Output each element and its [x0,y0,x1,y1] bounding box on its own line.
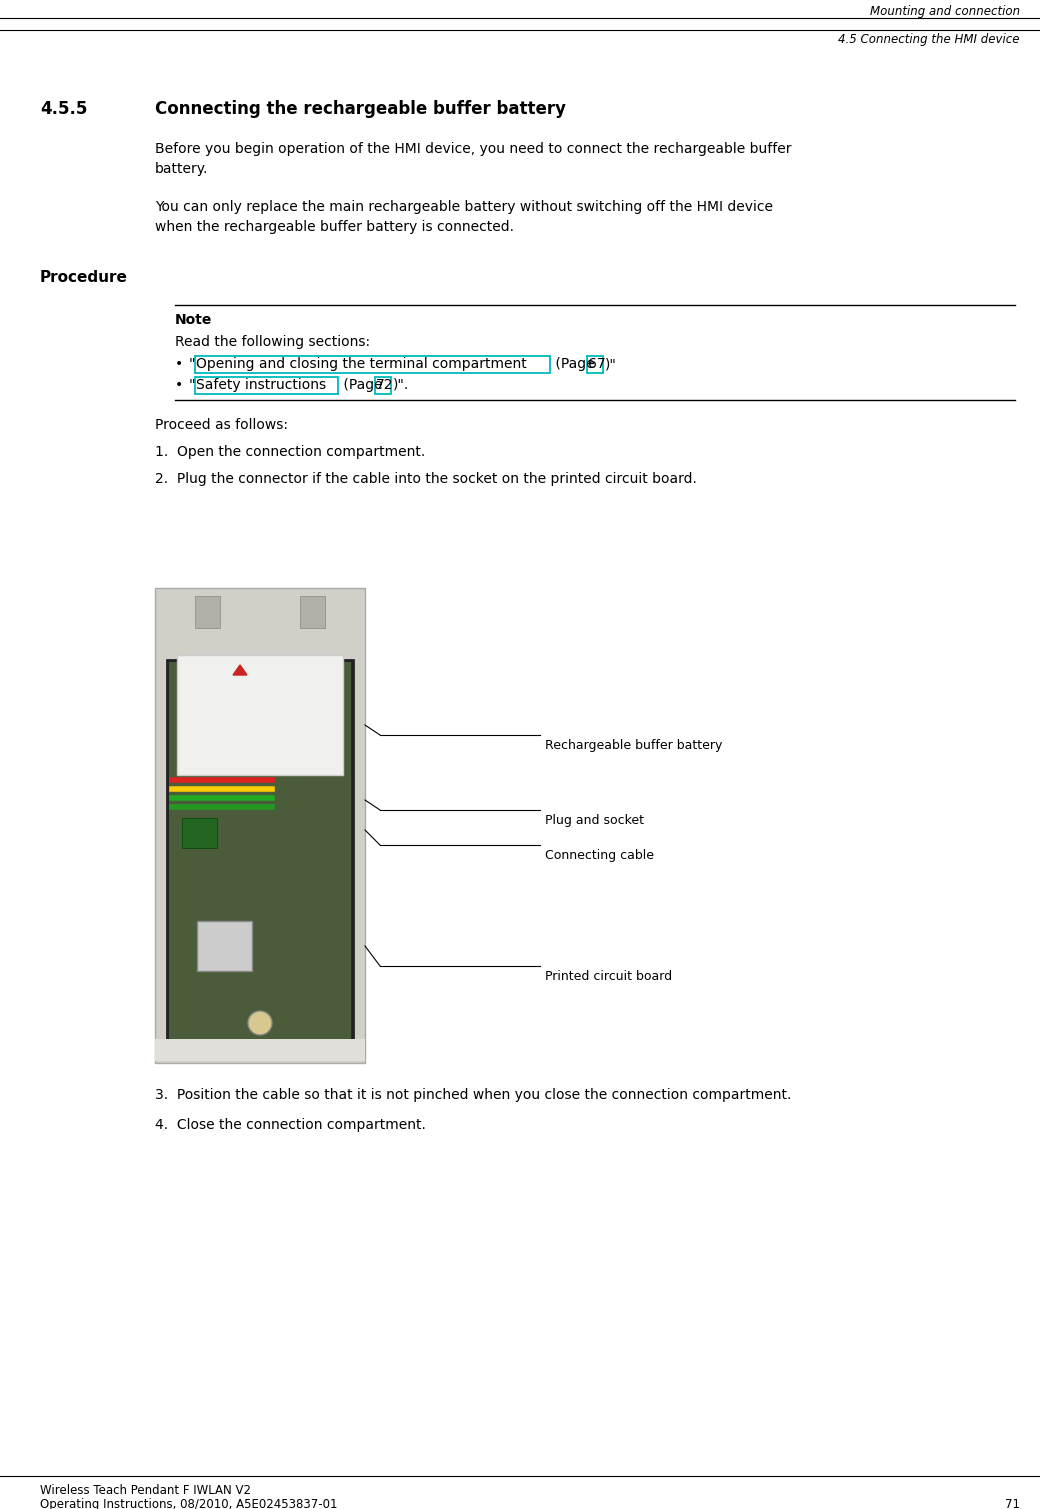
Bar [300,596,324,628]
Text: )": )" [605,358,617,371]
Text: )".: )". [393,377,410,392]
Text: Connecting the rechargeable buffer battery: Connecting the rechargeable buffer batte… [155,100,566,118]
Text: Opening and closing the terminal compartment: Opening and closing the terminal compart… [196,358,526,371]
Text: 67: 67 [588,358,605,371]
Text: (Page: (Page [551,358,599,371]
Text: Wireless Teach Pendant F IWLAN V2: Wireless Teach Pendant F IWLAN V2 [40,1483,251,1497]
Text: Mounting and connection: Mounting and connection [869,5,1020,18]
Text: 4.5.5: 4.5.5 [40,100,87,118]
Text: 3.  Position the cable so that it is not pinched when you close the connection c: 3. Position the cable so that it is not … [155,1088,791,1102]
Text: 4.5 Connecting the HMI device: 4.5 Connecting the HMI device [838,33,1020,45]
Text: (Page: (Page [339,377,387,392]
Text: •: • [175,377,183,392]
Text: Procedure: Procedure [40,270,128,285]
Text: 71: 71 [1005,1498,1020,1509]
Bar [182,818,217,848]
Bar [155,589,365,1062]
Polygon shape [233,665,248,675]
Text: •: • [175,358,183,371]
Text: 4.  Close the connection compartment.: 4. Close the connection compartment. [155,1118,425,1132]
Text: Note: Note [175,312,212,327]
Text: You can only replace the main rechargeable battery without switching off the HMI: You can only replace the main rechargeab… [155,201,773,234]
Bar [168,662,352,1049]
Text: ": " [189,358,196,371]
Bar [177,655,343,776]
Text: Proceed as follows:: Proceed as follows: [155,418,288,432]
Text: Printed circuit board: Printed circuit board [545,970,672,982]
Text: ": " [189,377,196,392]
Text: Safety instructions: Safety instructions [196,377,327,392]
Bar [155,1040,365,1061]
Text: Read the following sections:: Read the following sections: [175,335,370,349]
Bar [197,920,252,970]
Text: Operating Instructions, 08/2010, A5E02453837-01: Operating Instructions, 08/2010, A5E0245… [40,1498,338,1509]
Text: Connecting cable: Connecting cable [545,850,654,862]
Text: 2.  Plug the connector if the cable into the socket on the printed circuit board: 2. Plug the connector if the cable into … [155,472,697,486]
Circle shape [248,1011,272,1035]
Text: Before you begin operation of the HMI device, you need to connect the rechargeab: Before you begin operation of the HMI de… [155,142,791,175]
Bar [167,659,353,1050]
Text: 72: 72 [376,377,393,392]
Bar [196,596,220,628]
Text: Plug and socket: Plug and socket [545,813,644,827]
Text: Rechargeable buffer battery: Rechargeable buffer battery [545,739,723,751]
Text: 1.  Open the connection compartment.: 1. Open the connection compartment. [155,445,425,459]
